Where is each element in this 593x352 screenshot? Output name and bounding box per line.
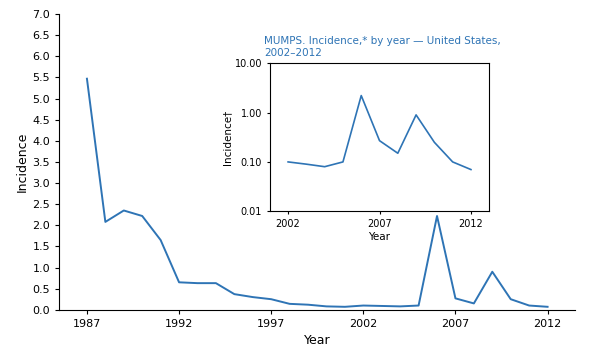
X-axis label: Year: Year — [304, 334, 330, 347]
Text: MUMPS. Incidence,* by year — United States,
2002–2012: MUMPS. Incidence,* by year — United Stat… — [264, 37, 500, 58]
X-axis label: Year: Year — [368, 232, 391, 241]
Y-axis label: Incidence: Incidence — [15, 132, 28, 192]
Y-axis label: Incidence†: Incidence† — [222, 110, 232, 165]
